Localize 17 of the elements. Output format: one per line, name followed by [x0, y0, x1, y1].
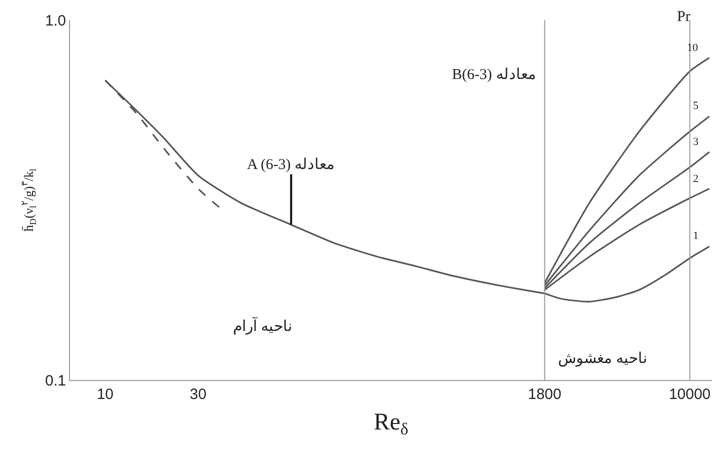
series-label: 1 — [693, 230, 698, 242]
series-label: 2 — [693, 173, 698, 185]
annotation: A (6-3) معادله — [247, 157, 334, 173]
annotation: ناحیه مغشوش — [558, 351, 647, 367]
annotation: Pr — [677, 9, 690, 25]
annotation: B(6-3) معادله — [452, 67, 536, 83]
x-tick-label: 10 — [96, 386, 114, 403]
y-tick-label: 0.1 — [45, 372, 66, 390]
annotation: ناحیه آرام — [233, 317, 292, 335]
series-label: 3 — [693, 136, 699, 148]
series-label: 5 — [693, 100, 699, 112]
x-tick-label: 1800 — [528, 386, 562, 403]
series-label: 10 — [687, 42, 698, 54]
y-tick-label: 1.0 — [45, 12, 66, 30]
x-tick-label: 30 — [190, 386, 206, 403]
x-axis-title: Re$_{δ}$ — [374, 409, 408, 438]
x-tick-label: 10000 — [668, 386, 711, 403]
